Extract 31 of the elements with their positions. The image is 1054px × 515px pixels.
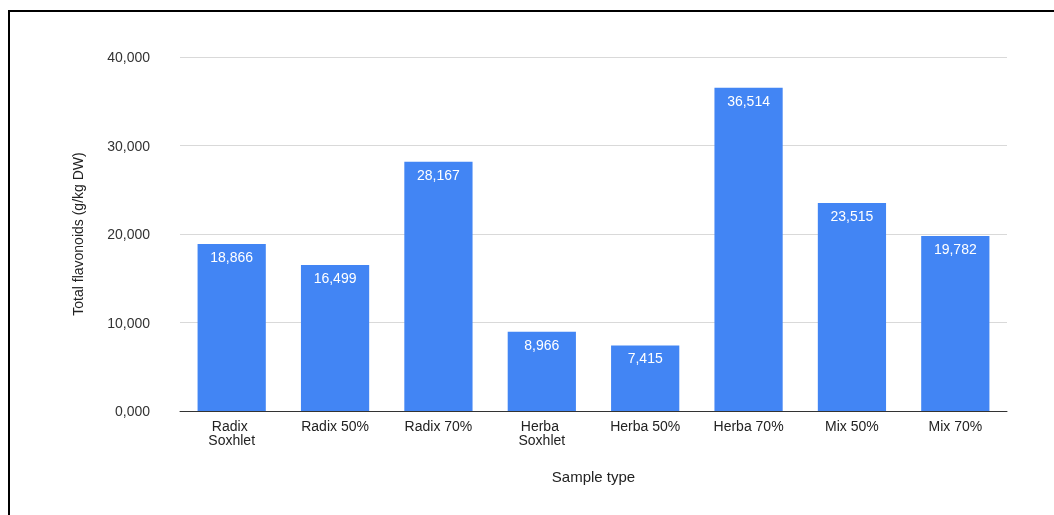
x-tick-label: Radix Soxhlet xyxy=(208,418,256,448)
x-tick-label: Mix 50% xyxy=(825,418,879,434)
bar xyxy=(714,87,783,411)
x-tick-label: Radix 50% xyxy=(301,418,369,434)
y-tick-label: 30,000 xyxy=(107,137,151,154)
y-tick-label: 10,000 xyxy=(107,314,151,331)
data-label: 28,167 xyxy=(417,166,461,183)
bar xyxy=(921,235,990,411)
x-tick-label: Radix 70% xyxy=(404,418,473,434)
data-label: 8,966 xyxy=(524,336,560,353)
data-label: 18,866 xyxy=(210,249,254,266)
bar xyxy=(404,161,473,411)
data-label: 16,499 xyxy=(313,269,357,286)
x-tick-label: Herba 70% xyxy=(713,418,784,434)
data-label: 23,515 xyxy=(830,207,874,224)
data-label: 7,415 xyxy=(627,350,663,367)
y-tick-label: 0,000 xyxy=(114,403,151,419)
bar xyxy=(611,345,680,411)
bar xyxy=(817,202,887,411)
data-label: 19,782 xyxy=(933,240,977,257)
y-axis-title: Total flavonoids (g/kg DW) xyxy=(70,152,86,316)
x-tick-label: Mix 70% xyxy=(928,418,983,434)
bar xyxy=(197,244,266,411)
data-label: 36,514 xyxy=(727,92,771,109)
y-tick-label: 20,000 xyxy=(107,226,151,242)
y-tick-label: 40,000 xyxy=(107,49,151,65)
bar xyxy=(507,331,576,411)
x-axis-title: Sample type xyxy=(551,468,636,485)
bar xyxy=(300,264,370,411)
x-tick-label: Herba 50% xyxy=(610,418,681,434)
x-tick-label: Herba Soxhlet xyxy=(518,418,566,448)
